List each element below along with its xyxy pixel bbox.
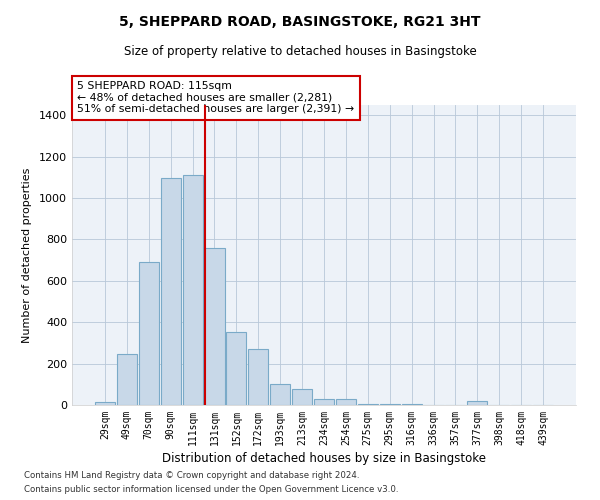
Text: Size of property relative to detached houses in Basingstoke: Size of property relative to detached ho… [124, 45, 476, 58]
Bar [467, 402, 487, 405]
Bar [205, 248, 224, 405]
Bar [117, 354, 137, 405]
Bar [314, 399, 334, 405]
X-axis label: Distribution of detached houses by size in Basingstoke: Distribution of detached houses by size … [162, 452, 486, 465]
Bar [380, 404, 400, 405]
Y-axis label: Number of detached properties: Number of detached properties [22, 168, 32, 342]
Bar [182, 176, 203, 405]
Bar [95, 402, 115, 405]
Text: 5 SHEPPARD ROAD: 115sqm
← 48% of detached houses are smaller (2,281)
51% of semi: 5 SHEPPARD ROAD: 115sqm ← 48% of detache… [77, 81, 354, 114]
Bar [248, 349, 268, 405]
Bar [358, 404, 378, 405]
Bar [161, 178, 181, 405]
Bar [139, 262, 159, 405]
Bar [292, 390, 312, 405]
Bar [401, 404, 422, 405]
Bar [226, 332, 247, 405]
Bar [336, 399, 356, 405]
Text: Contains public sector information licensed under the Open Government Licence v3: Contains public sector information licen… [24, 485, 398, 494]
Text: Contains HM Land Registry data © Crown copyright and database right 2024.: Contains HM Land Registry data © Crown c… [24, 471, 359, 480]
Text: 5, SHEPPARD ROAD, BASINGSTOKE, RG21 3HT: 5, SHEPPARD ROAD, BASINGSTOKE, RG21 3HT [119, 15, 481, 29]
Bar [270, 384, 290, 405]
